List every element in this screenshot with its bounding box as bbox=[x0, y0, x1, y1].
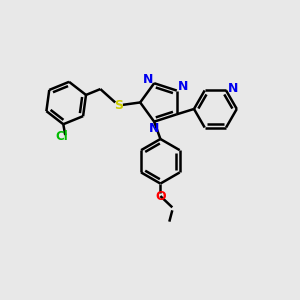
Text: S: S bbox=[114, 99, 123, 112]
Text: N: N bbox=[178, 80, 188, 94]
Text: N: N bbox=[149, 122, 159, 135]
Text: N: N bbox=[142, 73, 153, 86]
Text: Cl: Cl bbox=[55, 130, 68, 142]
Text: O: O bbox=[155, 190, 166, 202]
Text: N: N bbox=[227, 82, 238, 94]
